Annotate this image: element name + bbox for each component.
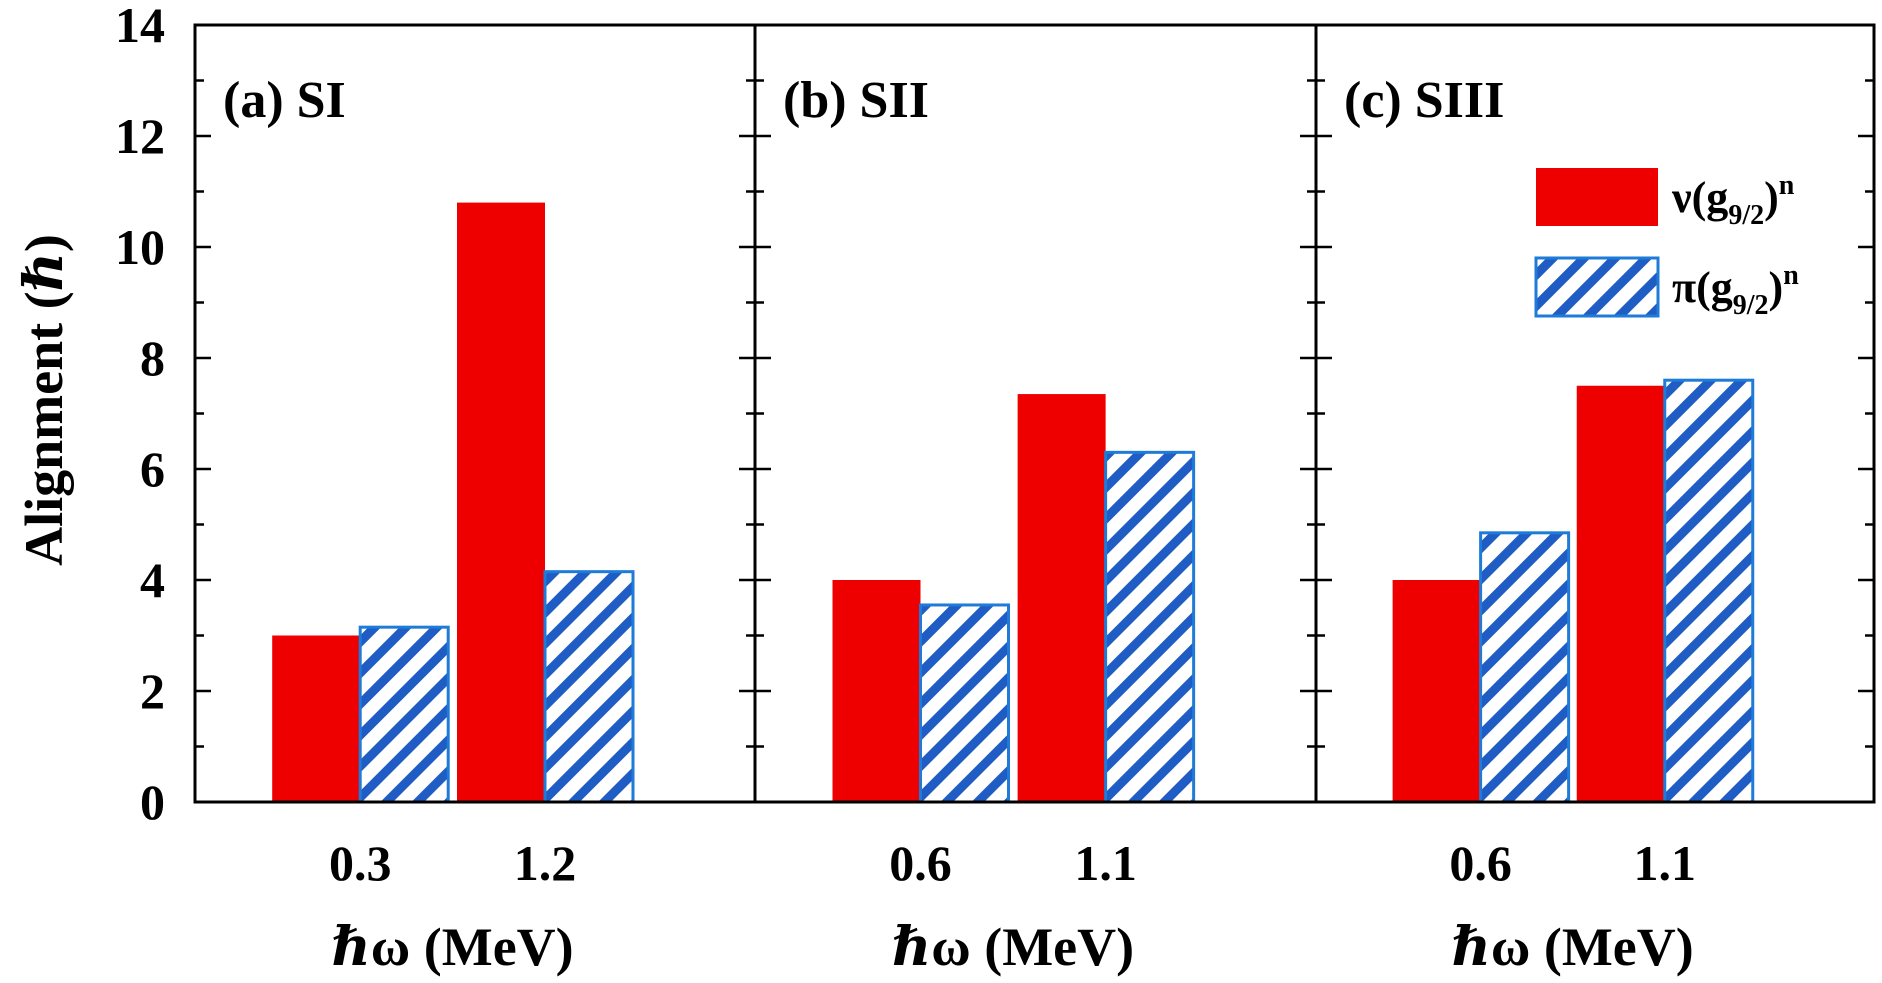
y-tick-label: 14 bbox=[115, 0, 165, 53]
bar-nu-1.2 bbox=[457, 202, 545, 803]
y-tick-label: 6 bbox=[140, 441, 165, 497]
y-tick-label: 10 bbox=[115, 219, 165, 275]
bar-pi-1.1 bbox=[1104, 450, 1196, 804]
y-tick-label: 12 bbox=[115, 108, 165, 164]
bar-nu-0.3 bbox=[272, 635, 361, 802]
panel-label: (a) SI bbox=[223, 72, 346, 129]
panel-2: 0.6 1.1 (b) SII ℏω (MeV) bbox=[753, 23, 1318, 977]
bar-nu-0.6 bbox=[1392, 580, 1481, 802]
panel-3: 0.6 1.1 (c) SIII ℏω (MeV) bbox=[1314, 23, 1876, 977]
x-axis-label: ℏω (MeV) bbox=[892, 917, 1134, 977]
panel-1: 0.3 1.2 (a) SI ℏω (MeV) bbox=[193, 23, 757, 977]
bar-nu-0.6 bbox=[832, 580, 921, 802]
x-tick-label: 0.3 bbox=[329, 835, 392, 891]
y-tick-label: 4 bbox=[140, 552, 165, 608]
panel-label: (c) SIII bbox=[1344, 72, 1504, 129]
x-tick-label: 0.6 bbox=[889, 835, 952, 891]
bar-pi-0.3 bbox=[358, 625, 450, 804]
panel-label: (b) SII bbox=[783, 72, 929, 129]
legend-swatch-nu bbox=[1536, 168, 1658, 226]
legend-label-nu: ν(g9/2)n bbox=[1671, 170, 1795, 231]
bar-nu-1.1 bbox=[1576, 385, 1665, 802]
bar-pi-0.6 bbox=[918, 603, 1010, 804]
x-tick-label: 1.1 bbox=[1634, 835, 1697, 891]
x-tick-label: 1.1 bbox=[1074, 835, 1137, 891]
bar-pi-1.2 bbox=[543, 570, 635, 804]
x-tick-label: 1.2 bbox=[514, 835, 577, 891]
y-tick-label: 0 bbox=[140, 774, 165, 830]
bar-nu-1.1 bbox=[1017, 394, 1106, 802]
y-tick-label: 8 bbox=[140, 330, 165, 386]
bar-pi-1.1 bbox=[1663, 378, 1755, 804]
legend-label-pi: π(g9/2)n bbox=[1672, 260, 1799, 321]
x-axis-label: ℏω (MeV) bbox=[1452, 917, 1694, 977]
bar-pi-0.6 bbox=[1479, 531, 1571, 804]
y-tick-label: 2 bbox=[140, 663, 165, 719]
y-axis-label: Alignment (ℏ) bbox=[14, 234, 74, 566]
x-tick-label: 0.6 bbox=[1449, 835, 1512, 891]
legend-swatch-pi bbox=[1534, 256, 1660, 318]
x-axis-label: ℏω (MeV) bbox=[332, 917, 574, 977]
